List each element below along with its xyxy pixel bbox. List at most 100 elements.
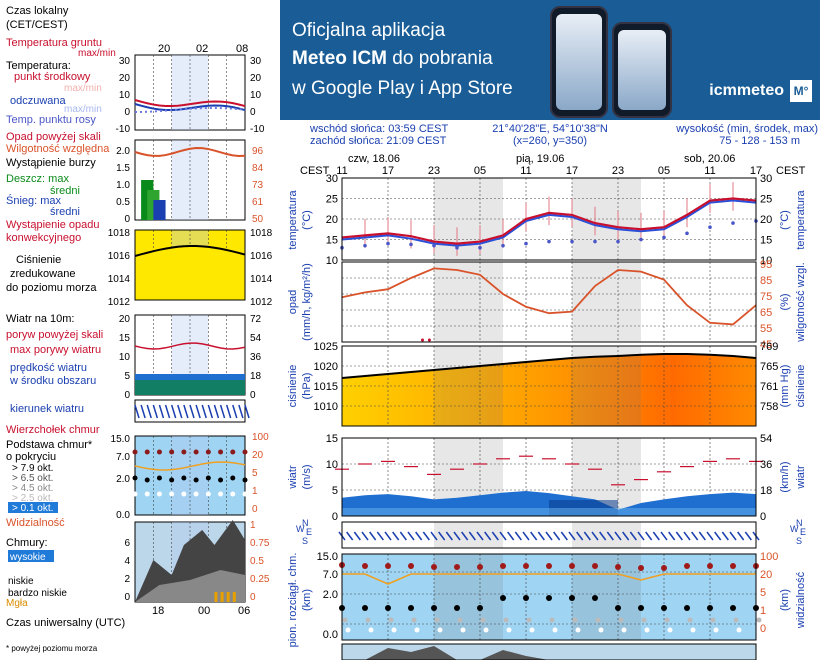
pressure-area — [342, 354, 756, 426]
cloud-top-tick: 0 — [252, 504, 258, 515]
temp-tick: 0 — [124, 107, 130, 118]
wind-arrow-icon — [244, 404, 250, 419]
wind-arrow-icon — [201, 404, 207, 419]
wind-arrow-icon — [158, 404, 165, 419]
legend-temp-line — [134, 99, 246, 108]
wind-arrow-icon — [606, 531, 614, 541]
fog-label: Mgła — [6, 598, 28, 609]
pressure-tick: 1016 — [250, 251, 273, 262]
temp-tick: -10 — [116, 124, 131, 135]
legend-fog-bar — [220, 592, 224, 602]
pressure-tick: 1012 — [108, 297, 131, 308]
temp-tick: 30 — [250, 56, 262, 67]
cloud-tick: 15.0 — [317, 551, 338, 563]
wind-arrow-icon — [599, 531, 607, 541]
wind-avg-label: prędkość wiatru — [10, 362, 87, 374]
legend-cloud-dot — [181, 475, 187, 481]
dew-point-dot — [685, 231, 689, 236]
visibility-tick: 0 — [760, 623, 766, 635]
cloud-base-dot — [454, 605, 460, 611]
local-hour-tick: 08 — [236, 43, 248, 55]
cloud-tick: 7.0 — [116, 452, 130, 463]
day-label: czw, 18.06 — [348, 153, 400, 165]
cloud-base-dot — [480, 617, 486, 623]
pressure-axis-label-right: ciśnienie — [795, 365, 807, 408]
wind-arrow-icon — [422, 531, 430, 541]
cloud-top-dot — [362, 563, 368, 569]
temp-tick: 20 — [250, 73, 262, 84]
okt-highlight — [8, 502, 58, 513]
pressure-axis-unit-right: (mm Hg) — [779, 365, 791, 408]
cloud-base-dot — [598, 627, 604, 633]
wind-arrow-icon — [591, 531, 599, 541]
wind-arrow-icon — [491, 531, 499, 541]
day-label: pią, 19.06 — [516, 153, 564, 165]
wind-arrow-icon — [369, 531, 377, 541]
pressure-tick: 1025 — [314, 341, 338, 353]
sunrise-text: wschód słońca: 03:59 CEST — [309, 123, 448, 135]
cloud-base-dot — [411, 617, 417, 623]
cloud-base-dot — [756, 617, 762, 623]
timezone-label: CEST — [300, 165, 330, 177]
wind-tick: 5 — [332, 485, 338, 497]
wind-tick: 15 — [326, 433, 338, 445]
cloud-top-dot — [592, 563, 598, 569]
cloud-base-dot — [710, 617, 716, 623]
temp-maxmin-label: max/min — [64, 83, 102, 94]
cloud-top-dot — [385, 563, 391, 569]
hour-tick: 11 — [520, 165, 531, 177]
clouds-tick-right: 0.25 — [250, 574, 270, 585]
temp-title: Temperatura: — [6, 60, 71, 72]
night-band — [572, 554, 641, 640]
wind-arrow-icon — [353, 531, 361, 541]
humidity-tick: 55 — [760, 323, 772, 335]
legend-cloud-dot — [205, 475, 211, 481]
wind-arrow-icon — [461, 531, 469, 541]
legend-cloud-dot — [218, 449, 224, 455]
humidity-tick: 61 — [252, 197, 264, 208]
precip-mark — [427, 338, 431, 342]
utc-label: Czas uniwersalny (UTC) — [6, 617, 125, 629]
temp-feel-label: odczuwana — [10, 95, 67, 107]
humidity-axis-unit: (%) — [779, 293, 791, 310]
cloud-base-dot — [644, 627, 650, 633]
humidity-tick: 85 — [760, 275, 772, 287]
legend-snow-bar — [153, 200, 166, 220]
utc-hour-tick: 18 — [152, 605, 164, 617]
cloud-base-dot — [730, 605, 736, 611]
wind-arrow-icon — [152, 404, 159, 419]
cloud-base-dot — [431, 605, 437, 611]
wind-arrow-icon — [170, 404, 177, 419]
hour-tick: 17 — [566, 165, 578, 177]
cloud-top-dot — [431, 564, 437, 570]
legend-cloud-shape — [135, 570, 245, 602]
hour-tick: 23 — [428, 165, 440, 177]
temp-feel-maxmin-label: max/min — [64, 104, 102, 115]
night-band — [434, 522, 503, 548]
wind-arrow-icon — [530, 531, 538, 541]
precip-panel-frame — [341, 261, 757, 343]
wind-tick-right: 54 — [760, 433, 772, 445]
banner-line-2-rest: do pobrania — [387, 48, 493, 69]
wind-tick: 5 — [124, 371, 130, 382]
app-banner[interactable]: Oficjalna aplikacja Meteo ICM do pobrani… — [280, 0, 820, 120]
okt-label: > 2.5 okt. — [12, 493, 53, 504]
cloud-top-dot — [615, 564, 621, 570]
temp-tick: 30 — [760, 173, 772, 185]
pressure-title: zredukowane — [10, 268, 75, 280]
clouds-tick-right: 0 — [250, 592, 256, 603]
visibility-tick: 100 — [760, 551, 778, 563]
wind-arrow-icon — [195, 404, 201, 419]
pressure-title: Ciśnienie — [16, 254, 61, 266]
humidity-tick: 95 — [760, 259, 772, 271]
wind-light-area — [342, 508, 756, 516]
legend-panel: Czas lokalny(CET/CEST)20 02 08Temperatura … — [6, 5, 273, 653]
timezone-label: CEST — [776, 165, 806, 177]
wind-axis-label-right: wiatr — [795, 465, 807, 490]
footnote: * powyżej poziomu morza — [6, 644, 98, 653]
humidity-tick: 84 — [252, 163, 264, 174]
clouds-tick: 6 — [124, 538, 130, 549]
temp-tick: 30 — [119, 56, 131, 67]
utc-hour-tick: 06 — [238, 605, 250, 617]
temp-tick: 20 — [326, 214, 338, 226]
